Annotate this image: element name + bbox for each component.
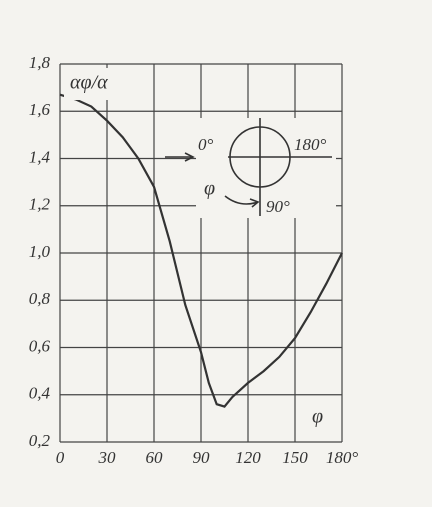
y-tick-label: 1,8 [29, 53, 51, 72]
inset-arrowhead [184, 152, 195, 162]
x-tick-label: 180° [326, 448, 359, 467]
label-box [64, 68, 152, 100]
y-axis-label: αφ/α [70, 72, 108, 94]
inset-angle-arrowhead [249, 198, 260, 208]
data-line [59, 93, 343, 408]
x-tick-label: 90 [193, 448, 211, 467]
annotation: φ [204, 178, 215, 200]
inset-diagram [165, 118, 336, 218]
y-tick-label: 1,2 [29, 195, 51, 214]
annotation: 0° [198, 135, 214, 154]
x-tick-label: 60 [146, 448, 164, 467]
y-tick-label: 1,4 [29, 147, 51, 166]
inset-angle-arrow [224, 195, 259, 205]
y-tick-label: 0,2 [29, 431, 51, 450]
x-axis-label: φ [312, 406, 323, 428]
y-tick-label: 1,6 [29, 100, 51, 119]
annotation: 180° [294, 135, 327, 154]
plot-area: 0,2 0,4 0,6 0,8 1,0 1,2 1,4 1,6 1,8 0 30 60 90 120 150… [29, 53, 359, 467]
y-tick-label: 0,8 [29, 289, 51, 308]
y-tick-label: 0,6 [29, 336, 51, 355]
annotation: 90° [266, 197, 290, 216]
inset-background [196, 118, 336, 218]
x-tick-label: 120 [235, 448, 261, 467]
x-tick-label: 150 [282, 448, 308, 467]
y-tick-label: 0,4 [29, 384, 51, 403]
y-tick-label: 1,0 [29, 242, 51, 261]
x-tick-label: 30 [98, 448, 117, 467]
x-tick-label: 0 [56, 448, 65, 467]
